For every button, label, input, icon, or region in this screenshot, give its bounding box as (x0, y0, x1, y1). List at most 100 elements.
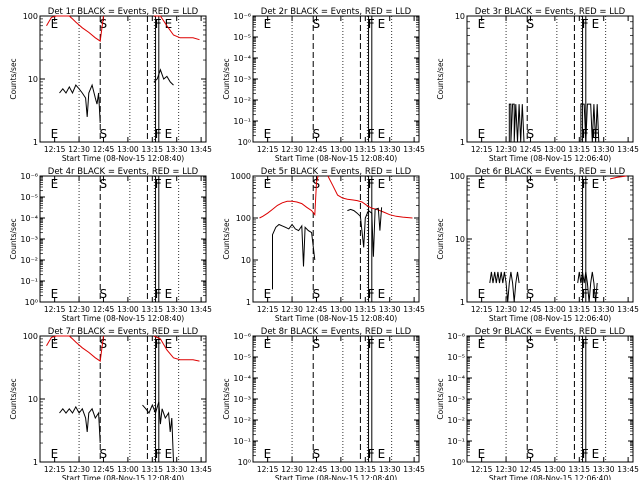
x-tick-label: 12:15 (471, 465, 493, 474)
x-tick-label: 13:30 (593, 305, 615, 314)
mark-f: F (155, 337, 162, 351)
x-tick-label: 13:00 (117, 145, 139, 154)
x-axis-label: Start Time (08-Nov-15 12:08:40) (275, 474, 397, 480)
x-tick-label: 13:15 (354, 145, 376, 154)
x-tick-label: 13:00 (330, 305, 352, 314)
mark-s: S (312, 447, 320, 461)
x-tick-label: 12:15 (44, 305, 66, 314)
y-axis-label: Counts/sec (436, 218, 445, 259)
x-tick-label: 12:15 (471, 145, 493, 154)
x-tick-label: 12:15 (471, 305, 493, 314)
panel-title: Det 2r BLACK = Events, RED = LLD (261, 7, 412, 17)
y-tick-label: 10⁻³ (233, 395, 251, 404)
mark-s: S (312, 287, 320, 301)
mark-e-start: E (478, 337, 486, 351)
y-tick-label: 10⁻³ (447, 395, 465, 404)
plot-frame (252, 175, 420, 303)
mark-s: S (312, 337, 320, 351)
y-tick-label: 10 (241, 256, 251, 265)
x-tick-label: 12:15 (44, 465, 66, 474)
lld-series-line (46, 15, 200, 42)
y-tick-label: 10⁰ (452, 458, 465, 467)
y-axis-label: Counts/sec (222, 218, 231, 259)
events-series-line (508, 103, 600, 143)
y-tick-label: 10⁻⁵ (20, 193, 38, 202)
mark-e-start: E (478, 127, 486, 141)
x-tick-label: 13:15 (141, 305, 163, 314)
mark-s: S (312, 17, 320, 31)
x-tick-label: 12:45 (520, 145, 542, 154)
y-tick-label: 10⁻² (233, 96, 251, 105)
x-tick-label: 13:15 (568, 145, 590, 154)
x-tick-label: 13:00 (330, 145, 352, 154)
x-tick-label: 12:30 (495, 305, 517, 314)
x-tick-label: 12:30 (68, 145, 90, 154)
y-tick-label: 1000 (231, 172, 251, 181)
x-tick-label: 12:30 (68, 305, 90, 314)
y-tick-label: 100 (236, 214, 251, 223)
x-tick-label: 13:30 (166, 465, 188, 474)
plot-frame (466, 15, 634, 143)
x-tick-label: 13:30 (379, 145, 401, 154)
y-tick-label: 10⁻⁵ (233, 33, 251, 42)
x-tick-label: 13:00 (330, 465, 352, 474)
mark-e-start: E (51, 127, 59, 141)
y-tick-label: 1 (246, 298, 251, 307)
y-axis-label: Counts/sec (9, 58, 18, 99)
y-tick-label: 10⁻² (20, 256, 38, 265)
y-tick-label: 10⁻⁶ (447, 332, 465, 341)
y-tick-label: 10⁻¹ (233, 117, 251, 126)
mark-e-start: E (478, 177, 486, 191)
mark-s: S (526, 17, 534, 31)
plot-frame (39, 335, 207, 463)
x-axis-label: Start Time (08-Nov-15 12:08:40) (62, 474, 184, 480)
mark-e-end: E (592, 177, 600, 191)
x-tick-label: 12:45 (93, 465, 115, 474)
x-tick-label: 13:00 (117, 465, 139, 474)
y-tick-label: 1 (460, 138, 465, 147)
mark-e-start: E (478, 287, 486, 301)
detector-panel-5: Det 5r BLACK = Events, RED = LLD Counts/s… (222, 167, 425, 323)
mark-e-start: E (264, 287, 272, 301)
x-tick-label: 13:45 (403, 145, 425, 154)
mark-s: S (526, 287, 534, 301)
x-tick-label: 13:15 (568, 305, 590, 314)
x-axis-label: Start Time (08-Nov-15 12:06:40) (489, 154, 611, 163)
mark-e-end: E (592, 447, 600, 461)
y-tick-label: 10⁻⁵ (233, 353, 251, 362)
y-tick-label: 10⁻¹ (233, 437, 251, 446)
lld-series-line (46, 335, 200, 362)
x-tick-label: 13:00 (544, 465, 566, 474)
x-tick-label: 13:45 (403, 465, 425, 474)
mark-s: S (526, 127, 534, 141)
x-tick-label: 12:15 (257, 305, 279, 314)
y-tick-label: 10 (28, 75, 38, 84)
detector-panel-7: Det 7r BLACK = Events, RED = LLD Counts/s… (9, 327, 212, 480)
mark-s: S (99, 447, 107, 461)
mark-f: F (582, 337, 589, 351)
plot-frame (39, 15, 207, 143)
y-tick-label: 100 (23, 332, 38, 341)
y-tick-label: 1 (33, 458, 38, 467)
x-tick-label: 13:45 (617, 465, 639, 474)
mark-s: S (99, 177, 107, 191)
x-tick-label: 13:45 (403, 305, 425, 314)
y-tick-label: 10⁻³ (233, 75, 251, 84)
mark-e-end: E (165, 447, 173, 461)
x-tick-label: 12:30 (495, 145, 517, 154)
mark-e-end: E (378, 287, 386, 301)
plot-frame (466, 335, 634, 463)
mark-e-start: E (264, 447, 272, 461)
mark-e-start: E (51, 287, 59, 301)
mark-s: S (99, 337, 107, 351)
detector-panel-2: Det 2r BLACK = Events, RED = LLD Counts/s… (222, 7, 425, 163)
y-tick-label: 10⁻⁶ (20, 172, 38, 181)
detector-panel-6: Det 6r BLACK = Events, RED = LLD Counts/s… (436, 167, 639, 323)
mark-e-start: E (478, 17, 486, 31)
x-tick-label: 12:45 (93, 305, 115, 314)
x-tick-label: 13:15 (354, 465, 376, 474)
mark-s: S (312, 127, 320, 141)
y-tick-label: 10⁰ (25, 298, 38, 307)
panel-title: Det 9r BLACK = Events, RED = LLD (475, 327, 626, 337)
x-tick-label: 13:30 (166, 145, 188, 154)
